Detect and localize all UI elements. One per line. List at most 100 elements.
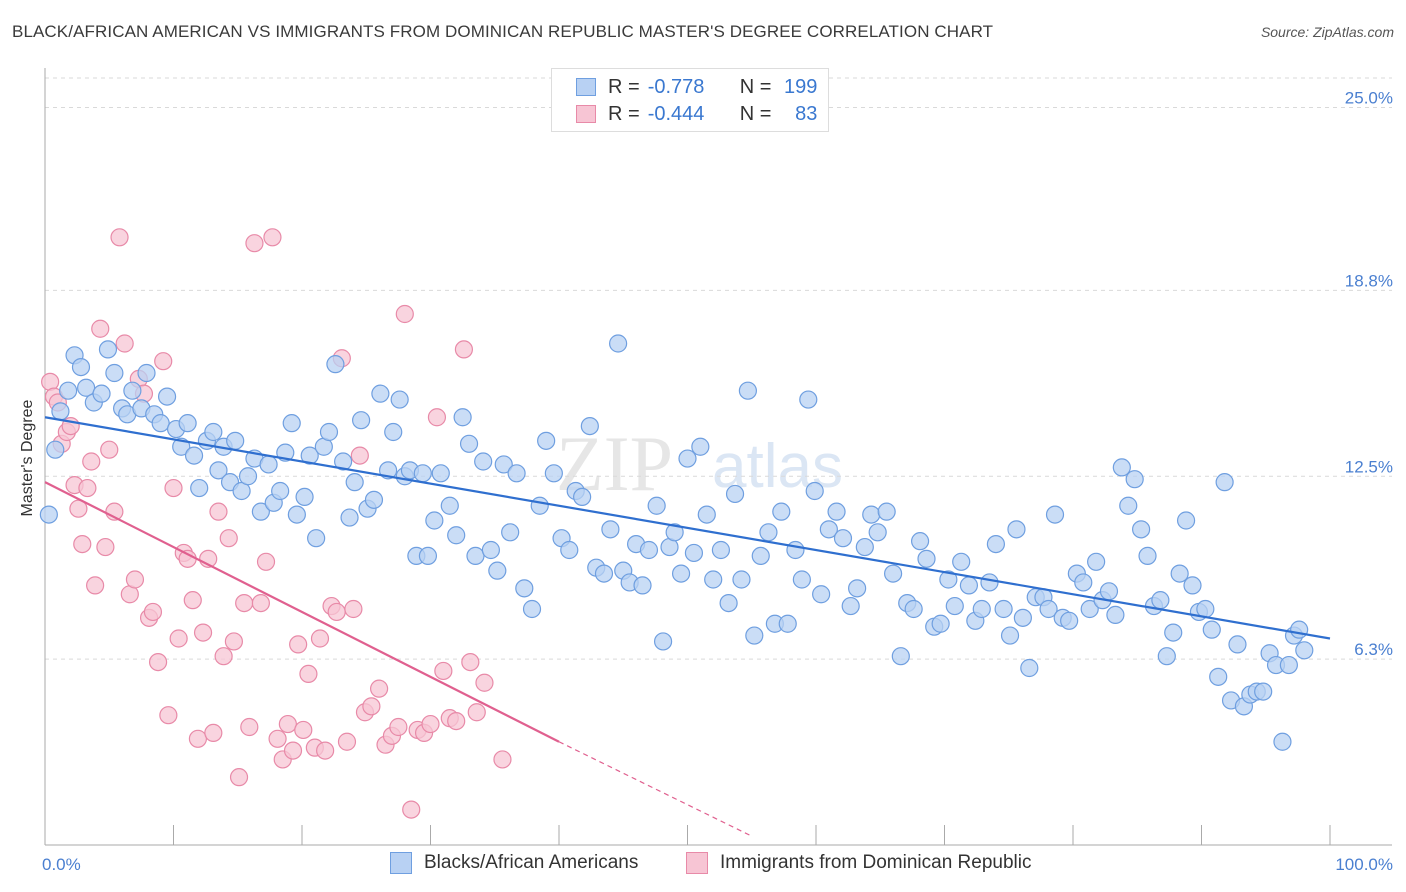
- data-point-black: [812, 585, 831, 604]
- data-point-black: [725, 484, 745, 504]
- data-point-dominican: [467, 703, 486, 722]
- data-point-black: [364, 490, 384, 509]
- data-point-black: [877, 502, 896, 521]
- data-point-black: [594, 564, 614, 583]
- trend-line-black: [44, 416, 1331, 640]
- data-point-black: [151, 414, 170, 433]
- data-point-black: [431, 464, 450, 483]
- data-point-dominican: [204, 723, 223, 743]
- data-point-black: [719, 593, 738, 613]
- data-point-dominican: [454, 340, 474, 359]
- legend-swatch-black: [576, 78, 596, 96]
- data-point-black: [425, 511, 444, 530]
- data-point-dominican: [283, 741, 303, 760]
- data-point-black: [704, 570, 723, 589]
- data-point-black: [772, 502, 791, 521]
- data-point-black: [819, 520, 838, 539]
- data-point-dominican: [256, 552, 276, 571]
- data-point-black: [413, 464, 432, 483]
- series-legend: Blacks/African Americans Immigrants from…: [0, 850, 1406, 878]
- data-point-dominican: [362, 697, 381, 716]
- data-point-dominican: [263, 228, 282, 247]
- y-tick-label: 25.0%: [1345, 89, 1393, 108]
- data-point-black: [371, 384, 390, 403]
- data-point-dominican: [235, 593, 254, 613]
- data-point-black: [488, 561, 507, 580]
- data-point-dominican: [73, 534, 92, 554]
- data-point-black: [1254, 682, 1273, 701]
- data-point-dominican: [447, 711, 466, 731]
- series-swatch-black: [390, 852, 412, 874]
- data-point-black: [904, 599, 923, 619]
- data-point-black: [639, 540, 659, 560]
- data-point-dominican: [350, 446, 369, 465]
- data-point-black: [1125, 470, 1144, 489]
- series-legend-item-dominican[interactable]: Immigrants from Dominican Republic: [686, 852, 1032, 874]
- data-point-black: [459, 434, 479, 453]
- data-point-black: [251, 502, 270, 521]
- data-point-black: [1000, 626, 1020, 645]
- legend-r-value-black: -0.778: [647, 75, 705, 98]
- x-tick-labels: 0.0% 100.0%: [42, 855, 1393, 874]
- y-tick-label: 12.5%: [1345, 457, 1393, 476]
- legend-row-black: R = -0.778 N = 199: [576, 75, 817, 99]
- trend-line-dominican: [44, 481, 560, 743]
- chart-title: BLACK/AFRICAN AMERICAN VS IMMIGRANTS FRO…: [12, 22, 994, 41]
- data-point-black: [238, 467, 258, 486]
- legend-n-label: N =: [739, 102, 772, 125]
- data-point-black: [732, 570, 751, 589]
- data-point-black: [466, 546, 485, 566]
- data-point-black: [1209, 667, 1228, 686]
- data-point-dominican: [154, 352, 173, 371]
- data-point-black: [282, 414, 301, 433]
- data-point-black: [1290, 620, 1309, 639]
- data-point-black: [501, 523, 520, 542]
- data-point-black: [1273, 732, 1292, 751]
- data-point-black: [1106, 605, 1125, 625]
- x-tick-label-max: 100.0%: [1335, 855, 1393, 874]
- data-point-dominican: [115, 334, 134, 353]
- data-point-black: [891, 647, 910, 666]
- data-point-black: [711, 540, 731, 560]
- data-point-black: [1215, 473, 1234, 492]
- data-point-black: [1060, 611, 1079, 630]
- data-point-black: [1164, 623, 1183, 642]
- data-point-dominican: [209, 502, 228, 521]
- legend-n-value-black: 199: [784, 75, 818, 98]
- data-point-dominican: [159, 706, 178, 725]
- data-point-black: [671, 564, 691, 583]
- data-point-dominican: [427, 408, 447, 427]
- data-point-black: [544, 464, 563, 483]
- data-point-black: [986, 534, 1006, 554]
- data-point-dominican: [125, 570, 145, 589]
- data-point-black: [178, 414, 197, 433]
- data-point-black: [259, 455, 278, 474]
- data-point-black: [507, 464, 526, 483]
- data-point-dominican: [475, 673, 494, 692]
- data-point-black: [92, 384, 111, 403]
- legend-n-label: N =: [739, 75, 772, 98]
- data-point-dominican: [251, 593, 270, 613]
- data-point-black: [1132, 520, 1151, 539]
- data-point-black: [190, 478, 209, 498]
- data-point-black: [1013, 608, 1032, 627]
- trend-lines: [44, 416, 1331, 837]
- data-point-dominican: [219, 529, 238, 548]
- data-point-black: [684, 543, 704, 563]
- correlation-legend: R = -0.778 N = 199 R = -0.444 N = 83: [551, 68, 829, 132]
- series-legend-item-black[interactable]: Blacks/African Americans: [390, 852, 638, 874]
- data-point-black: [931, 614, 950, 633]
- data-point-black: [738, 381, 757, 400]
- data-point-black: [883, 564, 903, 583]
- data-point-black: [994, 599, 1013, 619]
- data-point-black: [833, 529, 853, 548]
- data-point-dominican: [493, 750, 512, 769]
- y-tick-label: 6.3%: [1354, 640, 1393, 659]
- data-point-dominican: [91, 319, 110, 338]
- data-point-dominican: [310, 629, 330, 648]
- data-point-dominican: [434, 661, 453, 681]
- data-point-black: [1295, 641, 1314, 660]
- data-point-black: [855, 537, 874, 557]
- data-point-dominican: [178, 549, 197, 568]
